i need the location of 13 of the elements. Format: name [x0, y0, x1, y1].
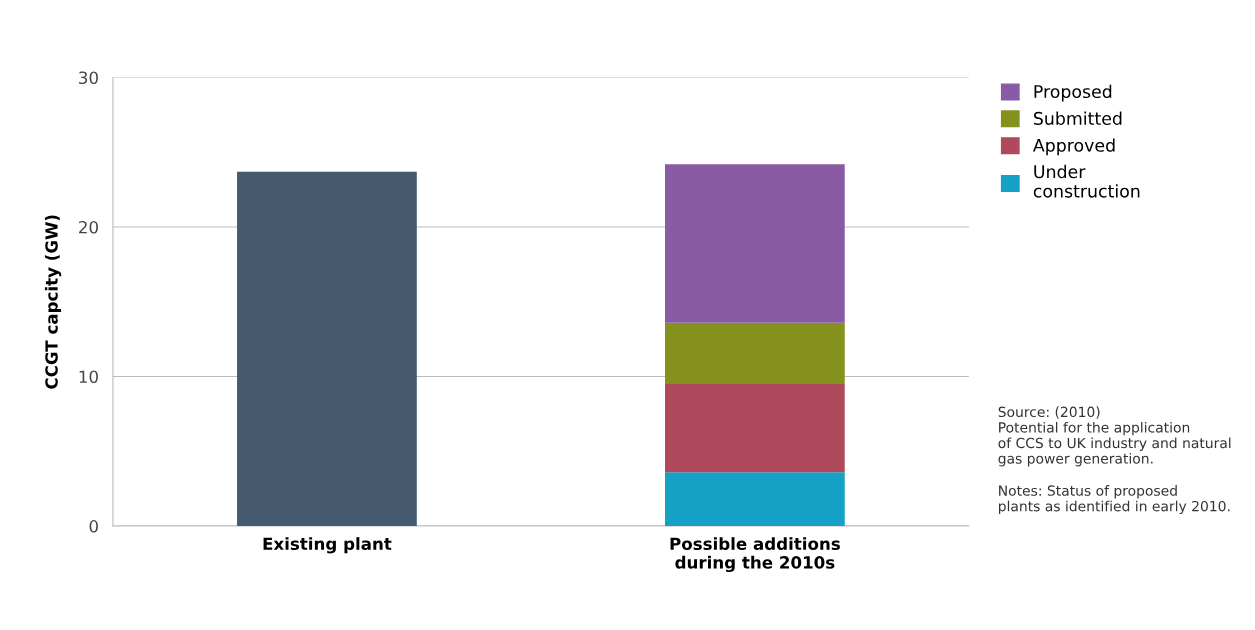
y-tick-label: 10 — [79, 370, 98, 384]
y-tick-label: 30 — [79, 71, 98, 85]
legend-label: Submitted — [1034, 111, 1122, 125]
y-tick-label: 0 — [89, 520, 98, 533]
legend-label: Under construction — [1033, 164, 1140, 198]
x-tick-label: Possible additions during the 2010s — [670, 537, 840, 573]
legend-label: Approved — [1032, 138, 1115, 156]
y-tick-label: 20 — [79, 220, 98, 234]
text: Notes: Status of proposed plants as identified in early 2010. — [998, 485, 1230, 515]
source-note: Source: (2010) Potential for the application of CCS to UK industry and natural gas power generation. — [998, 406, 1231, 467]
y-axis-title: CCGT capcity (GW) — [44, 215, 62, 389]
legend-label: Proposed — [1034, 84, 1112, 102]
x-tick-label: Existing plant — [263, 537, 392, 554]
